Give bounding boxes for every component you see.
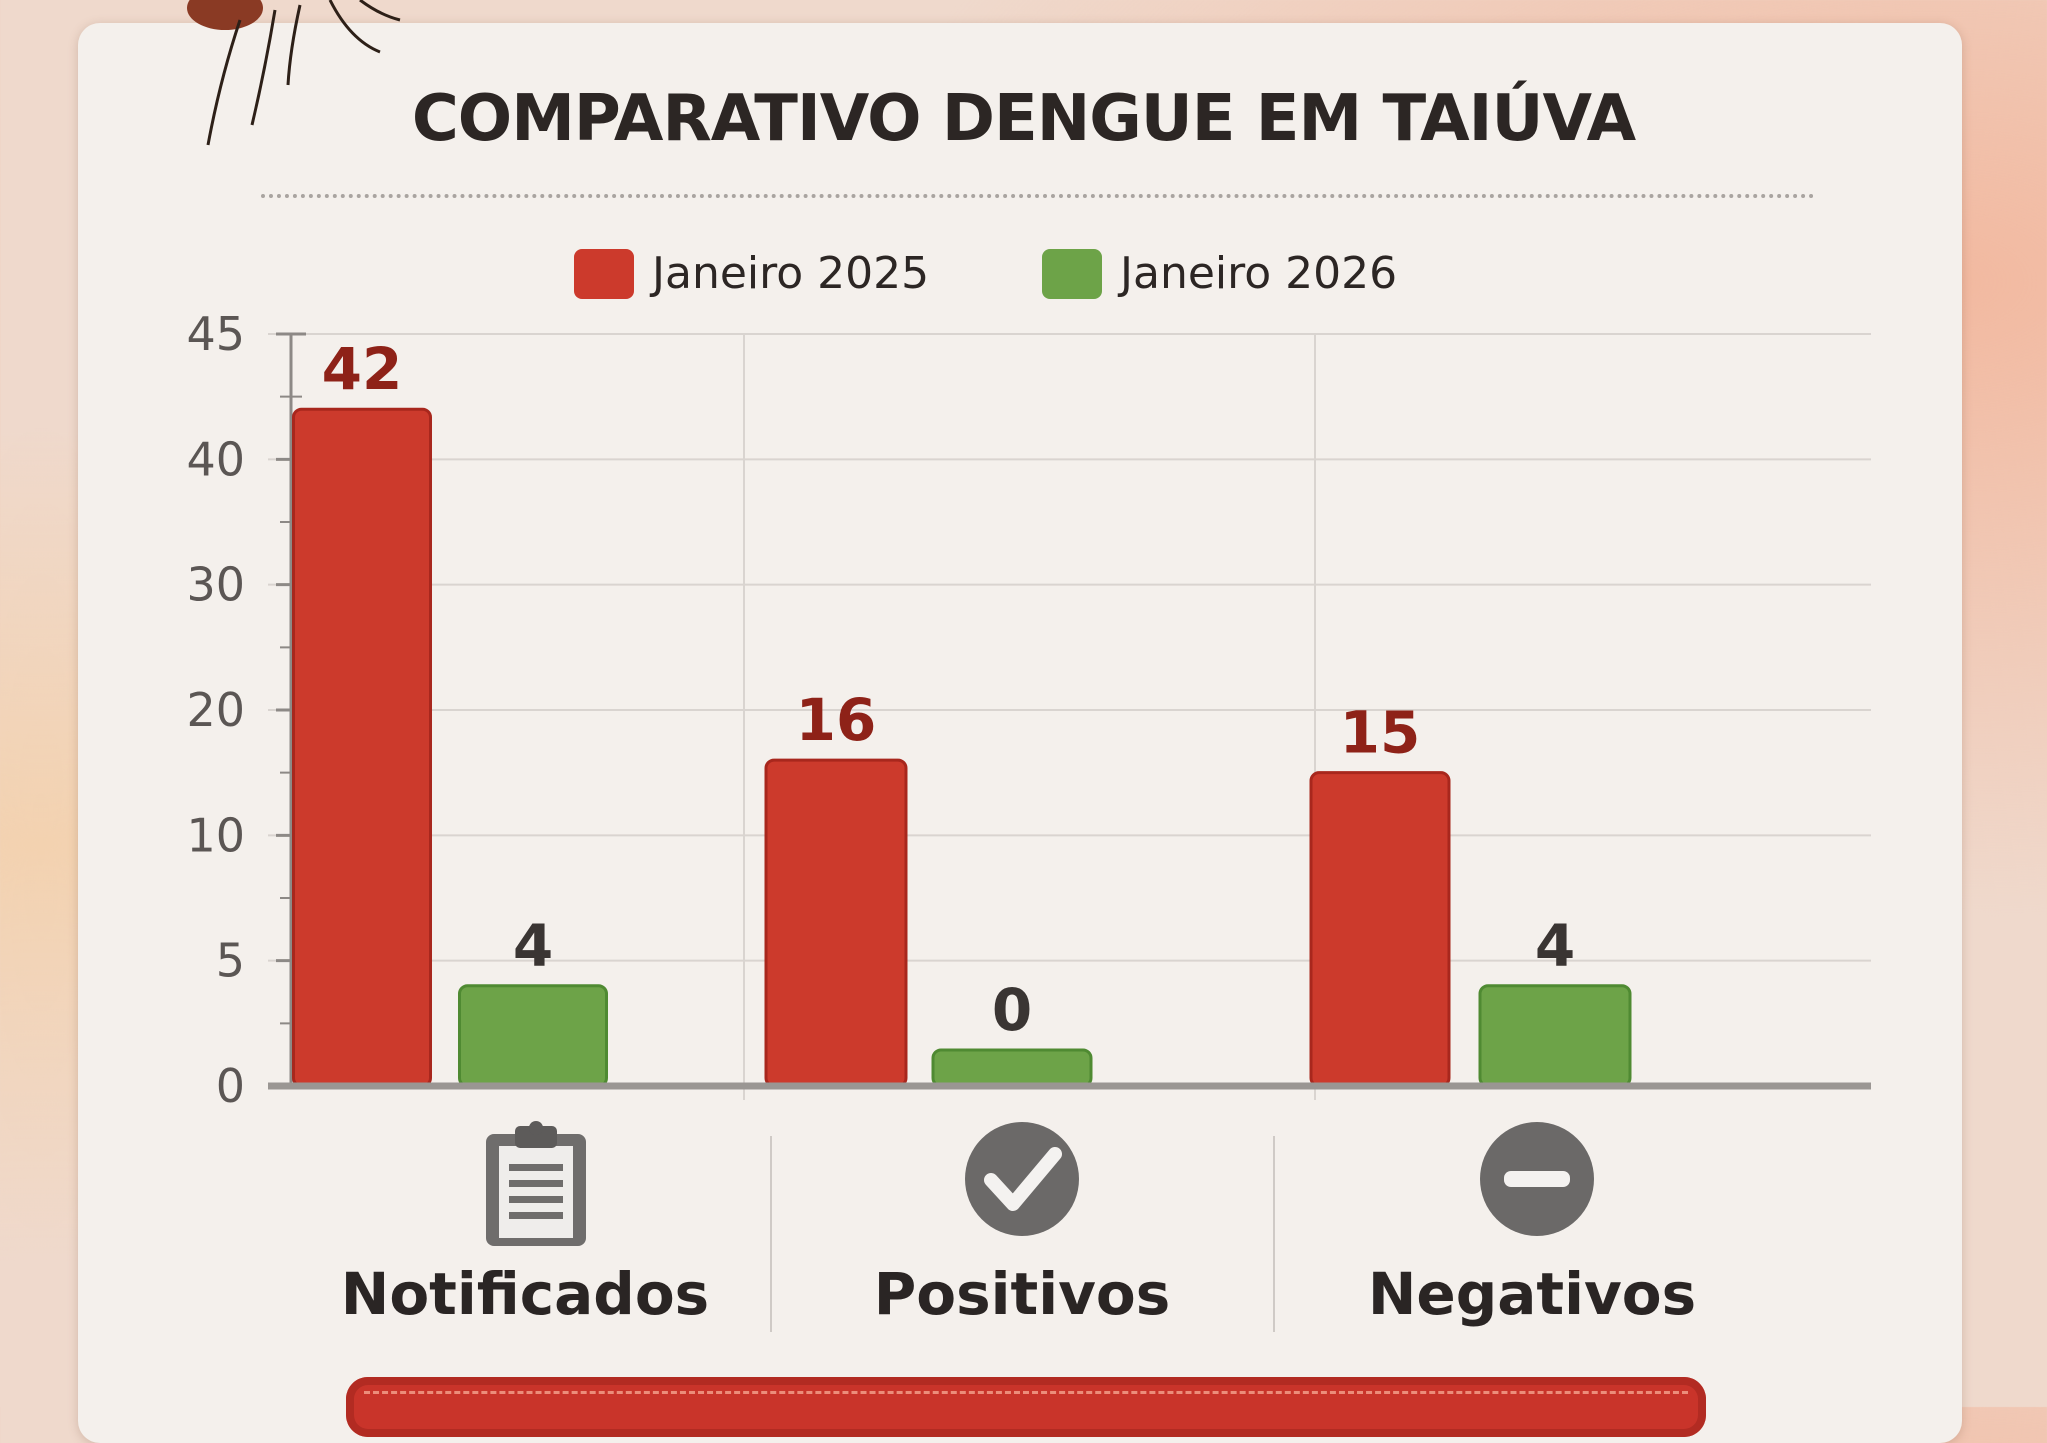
bar-janeiro-2025 <box>1309 771 1451 1088</box>
data-label: 4 <box>513 912 553 980</box>
y-tick-label: 0 <box>216 1059 245 1113</box>
y-tick-label: 10 <box>186 808 245 862</box>
legend-label: Janeiro 2025 <box>652 248 930 299</box>
bar-janeiro-2025 <box>764 758 908 1088</box>
y-tick-label: 30 <box>186 558 245 612</box>
legend-item-2025: Janeiro 2025 <box>574 248 929 299</box>
legend-label: Janeiro 2026 <box>1120 248 1398 299</box>
data-label: 16 <box>796 686 877 754</box>
mosquito-illustration <box>187 0 401 146</box>
y-tick-label: 40 <box>186 432 245 486</box>
check-circle-icon <box>965 1122 1079 1236</box>
bar-janeiro-2026 <box>931 1048 1093 1088</box>
y-tick-label: 45 <box>186 307 245 361</box>
bar-janeiro-2025 <box>292 407 432 1088</box>
category-label-positivos: Positivos <box>873 1260 1171 1328</box>
chart-title: COMPARATIVO DENGUE EM TAIÚVA <box>411 82 1636 156</box>
minus-circle-icon <box>1480 1122 1594 1236</box>
data-label: 15 <box>1340 699 1421 767</box>
y-tick-label: 20 <box>186 683 245 737</box>
data-label: 42 <box>322 335 403 403</box>
category-divider <box>1273 1136 1275 1332</box>
bar-janeiro-2026 <box>1478 984 1632 1088</box>
clipboard-icon <box>486 1121 586 1246</box>
category-label-notificados: Notificados <box>340 1260 710 1328</box>
category-label-negativos: Negativos <box>1367 1260 1697 1328</box>
footer-banner <box>346 1377 1706 1437</box>
data-label: 0 <box>992 976 1032 1044</box>
legend-swatch-red <box>574 248 634 299</box>
bar-janeiro-2026 <box>458 984 608 1088</box>
y-tick-label: 5 <box>216 934 245 988</box>
legend-item-2026: Janeiro 2026 <box>1042 248 1397 299</box>
legend-swatch-green <box>1042 248 1102 299</box>
category-divider <box>770 1136 772 1332</box>
title-divider <box>261 194 1815 198</box>
data-label: 4 <box>1535 912 1575 980</box>
